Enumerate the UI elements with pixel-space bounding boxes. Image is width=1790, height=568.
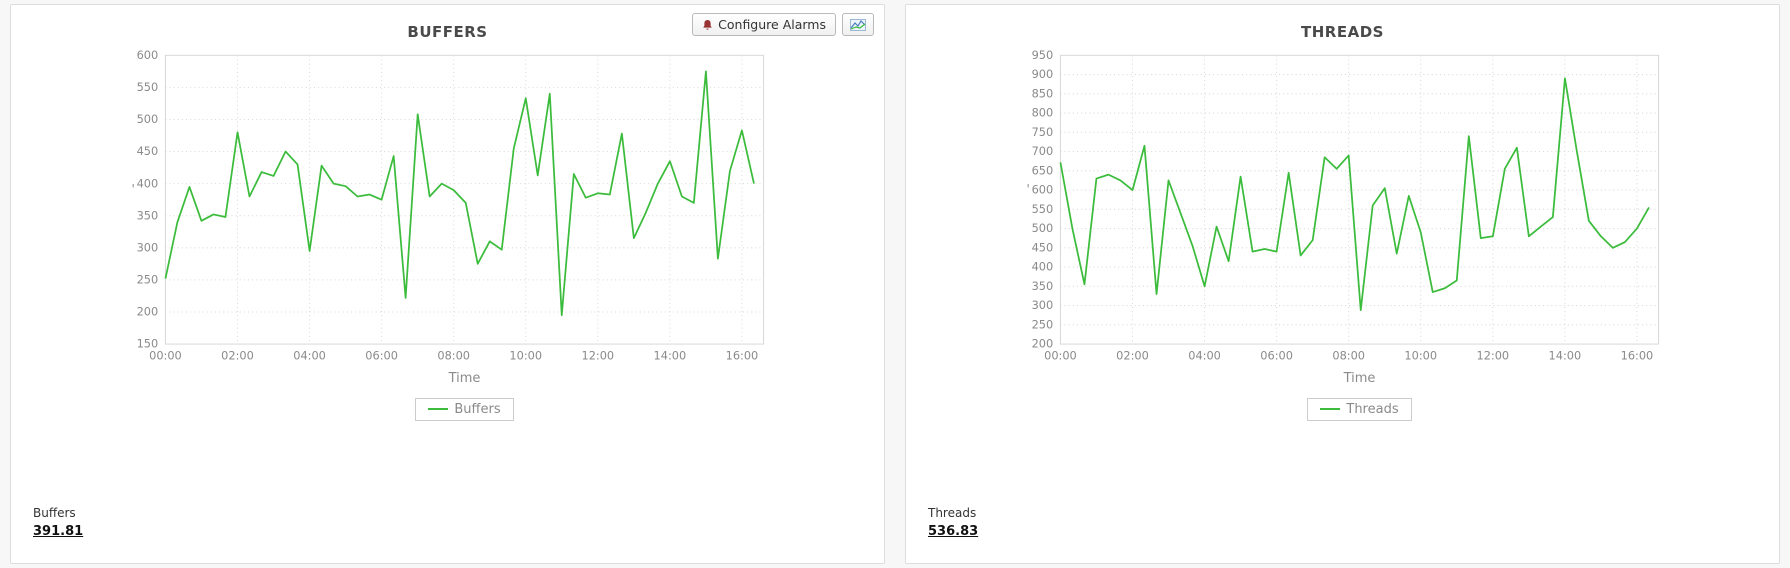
chart-options-button[interactable] [842, 13, 874, 36]
svg-text:08:00: 08:00 [437, 349, 470, 363]
svg-text:600: 600 [1031, 183, 1053, 197]
threads-chart[interactable]: ' 200 250 300 350 400 450 500 550 600 650 700 750 80… [1013, 45, 1673, 371]
configure-alarms-button[interactable]: Configure Alarms [692, 13, 836, 36]
svg-text:550: 550 [136, 80, 158, 94]
line-chart-icon [850, 18, 866, 31]
legend-label: Buffers [454, 401, 501, 417]
line-swatch-icon [428, 408, 449, 411]
svg-text:250: 250 [1031, 317, 1053, 331]
svg-text:02:00: 02:00 [1116, 349, 1149, 363]
legend-label: Threads [1346, 401, 1399, 417]
svg-text:200: 200 [136, 305, 158, 319]
svg-text:750: 750 [1031, 125, 1053, 139]
svg-text:14:00: 14:00 [1548, 349, 1581, 363]
metric-label: Buffers [33, 506, 76, 520]
svg-text:550: 550 [1031, 202, 1053, 216]
legend-item-threads[interactable]: Threads [1307, 397, 1412, 421]
line-swatch-icon [1320, 408, 1341, 411]
metric-value-link[interactable]: 391.81 [33, 524, 84, 539]
buffers-panel: Configure Alarms BUFFERS ' 150 200 250 300 3… [10, 4, 885, 564]
svg-text:200: 200 [1031, 337, 1053, 351]
svg-text:00:00: 00:00 [149, 349, 182, 363]
svg-text:300: 300 [1031, 298, 1053, 312]
svg-text:00:00: 00:00 [1044, 349, 1077, 363]
svg-text:04:00: 04:00 [293, 349, 326, 363]
x-axis-title: Time [448, 370, 481, 386]
svg-text:350: 350 [136, 208, 158, 222]
metric-summary: Buffers 391.81 [25, 506, 870, 551]
svg-text:400: 400 [1031, 260, 1053, 274]
y-axis-mark: ' [1026, 181, 1030, 196]
svg-text:800: 800 [1031, 106, 1053, 120]
legend-item-buffers[interactable]: Buffers [415, 397, 514, 421]
svg-text:10:00: 10:00 [509, 349, 542, 363]
metric-value-link[interactable]: 536.83 [928, 524, 979, 539]
svg-text:850: 850 [1031, 86, 1053, 100]
alarm-bell-icon [702, 19, 713, 31]
svg-text:300: 300 [136, 240, 158, 254]
svg-text:08:00: 08:00 [1332, 349, 1365, 363]
metric-label: Threads [928, 506, 977, 520]
svg-text:950: 950 [1031, 48, 1053, 62]
panel-toolbar: Configure Alarms [692, 13, 874, 36]
y-axis-mark: ' [131, 181, 135, 196]
chart-title: BUFFERS [407, 23, 488, 41]
x-axis-title: Time [1343, 370, 1376, 386]
svg-text:400: 400 [136, 176, 158, 190]
svg-text:150: 150 [136, 337, 158, 351]
svg-text:650: 650 [1031, 163, 1053, 177]
threads-panel: THREADS ' 200 250 300 350 400 450 500 550 600 650… [905, 4, 1780, 564]
svg-text:16:00: 16:00 [725, 349, 758, 363]
chart-title: THREADS [1301, 23, 1384, 41]
configure-alarms-label: Configure Alarms [718, 17, 826, 32]
legend: Buffers [59, 397, 870, 421]
svg-text:10:00: 10:00 [1404, 349, 1437, 363]
svg-text:500: 500 [136, 112, 158, 126]
buffers-chart[interactable]: ' 150 200 250 300 350 400 450 500 550 600 00:00 02:… [118, 45, 778, 371]
svg-text:12:00: 12:00 [1476, 349, 1509, 363]
svg-text:450: 450 [1031, 240, 1053, 254]
metric-summary: Threads 536.83 [920, 506, 1765, 551]
svg-text:250: 250 [136, 273, 158, 287]
svg-text:14:00: 14:00 [653, 349, 686, 363]
svg-text:02:00: 02:00 [221, 349, 254, 363]
svg-text:06:00: 06:00 [1260, 349, 1293, 363]
svg-text:600: 600 [136, 48, 158, 62]
legend: Threads [954, 397, 1765, 421]
svg-text:900: 900 [1031, 67, 1053, 81]
svg-text:700: 700 [1031, 144, 1053, 158]
svg-text:12:00: 12:00 [581, 349, 614, 363]
svg-text:16:00: 16:00 [1620, 349, 1653, 363]
svg-text:500: 500 [1031, 221, 1053, 235]
svg-text:450: 450 [136, 144, 158, 158]
svg-text:350: 350 [1031, 279, 1053, 293]
svg-text:06:00: 06:00 [365, 349, 398, 363]
svg-text:04:00: 04:00 [1188, 349, 1221, 363]
